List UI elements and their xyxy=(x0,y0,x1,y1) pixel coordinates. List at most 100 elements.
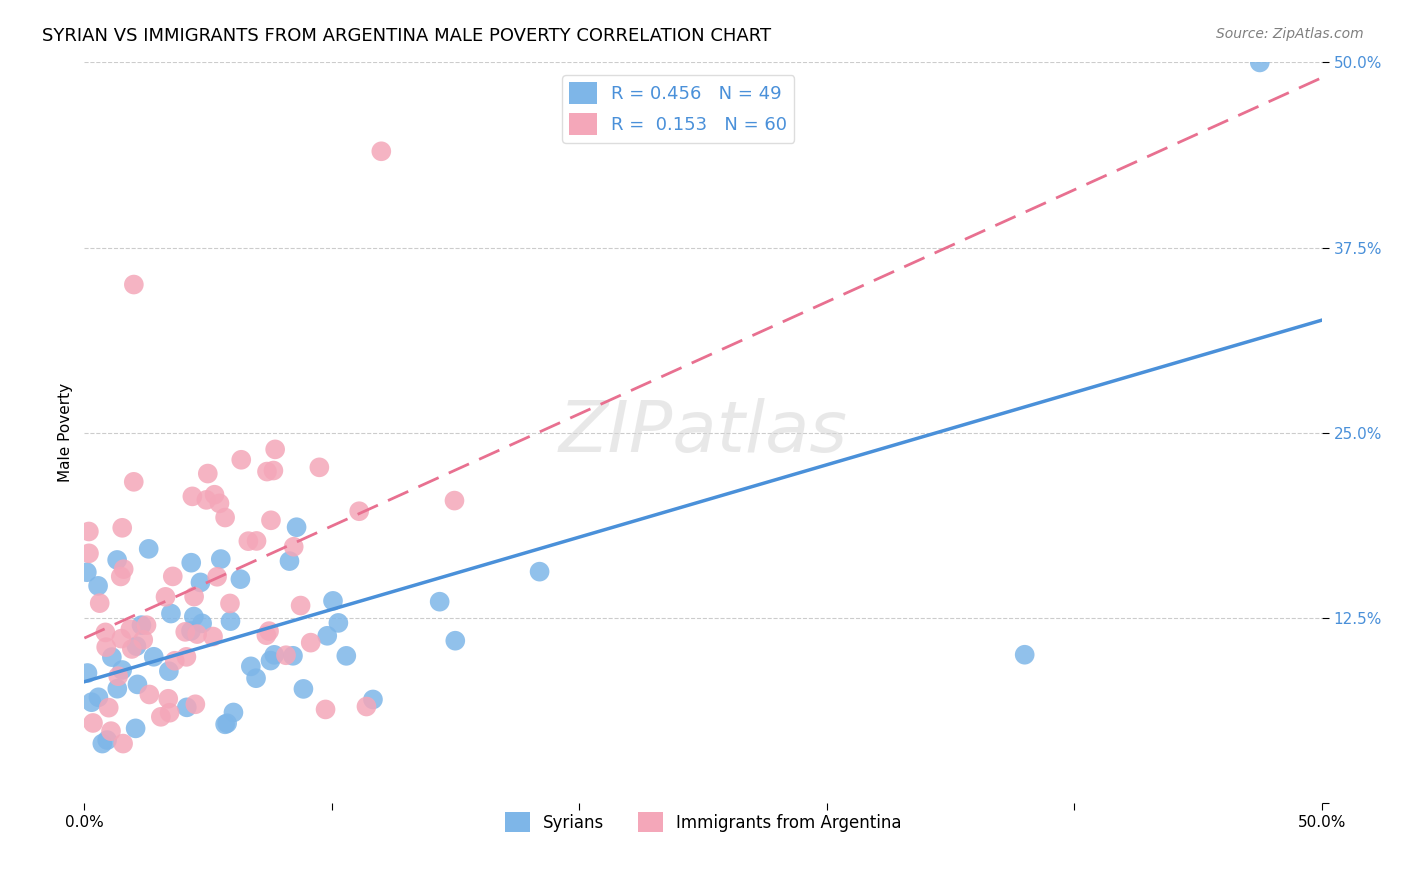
Point xyxy=(111,521,134,535)
Point xyxy=(180,624,202,638)
Point xyxy=(299,635,322,649)
Point xyxy=(281,648,304,663)
Point xyxy=(76,565,98,579)
Point xyxy=(444,633,467,648)
Point xyxy=(176,700,198,714)
Point xyxy=(97,700,120,714)
Point xyxy=(238,534,260,549)
Point xyxy=(112,737,135,751)
Y-axis label: Male Poverty: Male Poverty xyxy=(58,383,73,483)
Point xyxy=(202,630,225,644)
Point xyxy=(214,717,236,731)
Point xyxy=(260,513,283,527)
Point xyxy=(82,715,104,730)
Point xyxy=(184,698,207,712)
Point xyxy=(174,624,197,639)
Point xyxy=(89,596,111,610)
Point xyxy=(125,639,148,653)
Legend: Syrians, Immigrants from Argentina: Syrians, Immigrants from Argentina xyxy=(498,805,908,838)
Point xyxy=(190,575,212,590)
Point xyxy=(231,452,253,467)
Point xyxy=(292,681,315,696)
Point xyxy=(356,699,378,714)
Point xyxy=(205,570,228,584)
Point xyxy=(429,595,451,609)
Point xyxy=(322,594,344,608)
Point xyxy=(112,562,135,576)
Point xyxy=(529,565,551,579)
Point xyxy=(87,579,110,593)
Point xyxy=(316,629,339,643)
Point xyxy=(335,648,357,663)
Point xyxy=(127,677,149,691)
Point xyxy=(87,690,110,705)
Point xyxy=(149,710,172,724)
Point xyxy=(217,716,239,731)
Point xyxy=(328,615,350,630)
Point xyxy=(264,442,287,457)
Point xyxy=(131,618,153,632)
Point xyxy=(160,607,183,621)
Point xyxy=(183,609,205,624)
Point xyxy=(239,659,262,673)
Point xyxy=(263,648,285,662)
Point xyxy=(245,533,267,548)
Point xyxy=(245,671,267,685)
Point xyxy=(197,467,219,481)
Point xyxy=(186,627,208,641)
Point xyxy=(77,524,100,539)
Point xyxy=(219,597,242,611)
Point xyxy=(278,554,301,568)
Point xyxy=(76,665,98,680)
Point xyxy=(157,691,180,706)
Point xyxy=(110,569,132,583)
Point xyxy=(105,681,128,696)
Point xyxy=(209,552,232,566)
Point xyxy=(101,650,124,665)
Point xyxy=(100,724,122,739)
Point xyxy=(208,496,231,510)
Point xyxy=(1249,55,1271,70)
Point xyxy=(135,618,157,632)
Point xyxy=(204,488,226,502)
Point xyxy=(347,504,370,518)
Point xyxy=(308,460,330,475)
Point xyxy=(94,625,117,640)
Text: SYRIAN VS IMMIGRANTS FROM ARGENTINA MALE POVERTY CORRELATION CHART: SYRIAN VS IMMIGRANTS FROM ARGENTINA MALE… xyxy=(42,27,772,45)
Point xyxy=(254,628,277,642)
Point xyxy=(163,654,186,668)
Point xyxy=(257,624,280,639)
Point xyxy=(157,664,180,678)
Point xyxy=(191,616,214,631)
Point xyxy=(256,465,278,479)
Point xyxy=(274,648,297,663)
Point xyxy=(111,663,134,677)
Point xyxy=(229,572,252,586)
Point xyxy=(110,632,132,646)
Point xyxy=(120,622,142,636)
Point xyxy=(262,464,284,478)
Point xyxy=(222,706,245,720)
Point xyxy=(122,475,145,489)
Point xyxy=(122,277,145,292)
Point xyxy=(290,599,312,613)
Point xyxy=(107,669,129,683)
Point xyxy=(315,702,337,716)
Point xyxy=(195,492,218,507)
Point xyxy=(176,649,198,664)
Point xyxy=(361,692,384,706)
Point xyxy=(138,688,160,702)
Point xyxy=(183,590,205,604)
Point xyxy=(181,489,204,503)
Point xyxy=(77,546,100,560)
Point xyxy=(96,733,118,747)
Point xyxy=(180,556,202,570)
Point xyxy=(285,520,308,534)
Point xyxy=(124,722,146,736)
Point xyxy=(121,642,143,657)
Point xyxy=(443,493,465,508)
Point xyxy=(105,553,128,567)
Point xyxy=(142,649,165,664)
Point xyxy=(132,632,155,647)
Point xyxy=(155,590,177,604)
